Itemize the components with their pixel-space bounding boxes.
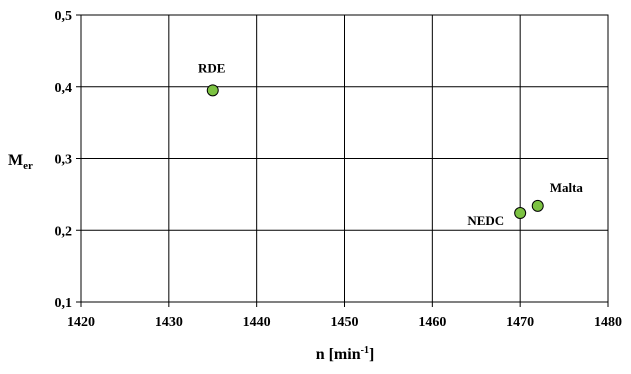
y-tick-labels: 0,1 0,2 0,3 0,4 0,5 [55,9,73,311]
x-tick-label: 1420 [67,315,95,330]
x-tick-labels: 1420 1430 1440 1450 1460 1470 1480 [67,315,622,330]
y-tick-label: 0,2 [55,224,73,239]
point-label-rde: RDE [198,60,225,75]
y-tick-label: 0,5 [55,9,73,24]
x-tick-label: 1440 [243,315,271,330]
x-tick-label: 1430 [155,315,183,330]
data-point-malta [531,199,544,212]
y-tick-label: 0,4 [55,81,73,96]
x-axis-label: n [min-1] [316,345,375,363]
x-tick-label: 1480 [594,315,622,330]
point-label-malta: Malta [550,180,584,195]
data-point-rde [206,84,219,97]
data-points: RDE NEDC Malta [198,60,584,230]
y-tick-label: 0,3 [55,153,73,168]
x-tick-label: 1460 [418,315,446,330]
data-point-nedc [514,207,527,220]
point-label-nedc: NEDC [467,213,504,228]
x-tick-label: 1450 [331,315,359,330]
x-tick-label: 1470 [506,315,534,330]
y-tick-label: 0,1 [55,296,73,311]
label-background [458,214,507,230]
plot-frame [80,14,609,303]
axes [76,14,609,307]
y-axis-label: Mer [8,152,33,172]
